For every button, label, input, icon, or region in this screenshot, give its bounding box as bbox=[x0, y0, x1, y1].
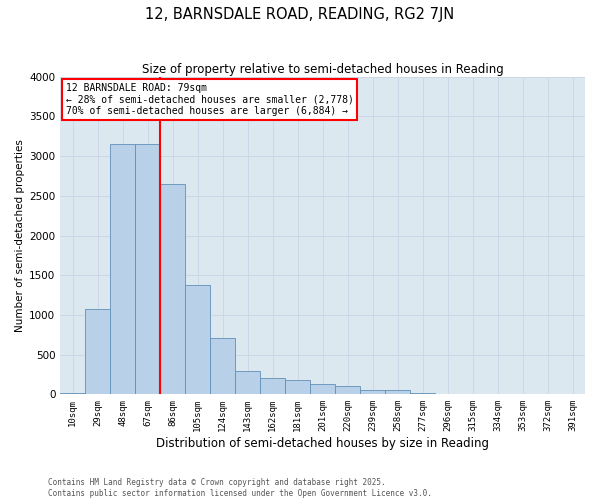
Bar bbox=[335, 386, 360, 394]
Bar bbox=[210, 338, 235, 394]
Bar bbox=[235, 370, 260, 394]
X-axis label: Distribution of semi-detached houses by size in Reading: Distribution of semi-detached houses by … bbox=[156, 437, 489, 450]
Bar bbox=[135, 144, 160, 395]
Title: Size of property relative to semi-detached houses in Reading: Size of property relative to semi-detach… bbox=[142, 62, 503, 76]
Bar bbox=[385, 390, 410, 394]
Bar bbox=[160, 184, 185, 394]
Bar bbox=[310, 384, 335, 394]
Bar bbox=[410, 393, 435, 394]
Bar bbox=[360, 390, 385, 394]
Bar bbox=[185, 285, 210, 395]
Bar bbox=[85, 309, 110, 394]
Bar bbox=[60, 392, 85, 394]
Text: 12, BARNSDALE ROAD, READING, RG2 7JN: 12, BARNSDALE ROAD, READING, RG2 7JN bbox=[145, 8, 455, 22]
Text: Contains HM Land Registry data © Crown copyright and database right 2025.
Contai: Contains HM Land Registry data © Crown c… bbox=[48, 478, 432, 498]
Text: 12 BARNSDALE ROAD: 79sqm
← 28% of semi-detached houses are smaller (2,778)
70% o: 12 BARNSDALE ROAD: 79sqm ← 28% of semi-d… bbox=[65, 83, 353, 116]
Bar bbox=[285, 380, 310, 394]
Bar bbox=[110, 144, 135, 395]
Y-axis label: Number of semi-detached properties: Number of semi-detached properties bbox=[15, 139, 25, 332]
Bar bbox=[260, 378, 285, 394]
